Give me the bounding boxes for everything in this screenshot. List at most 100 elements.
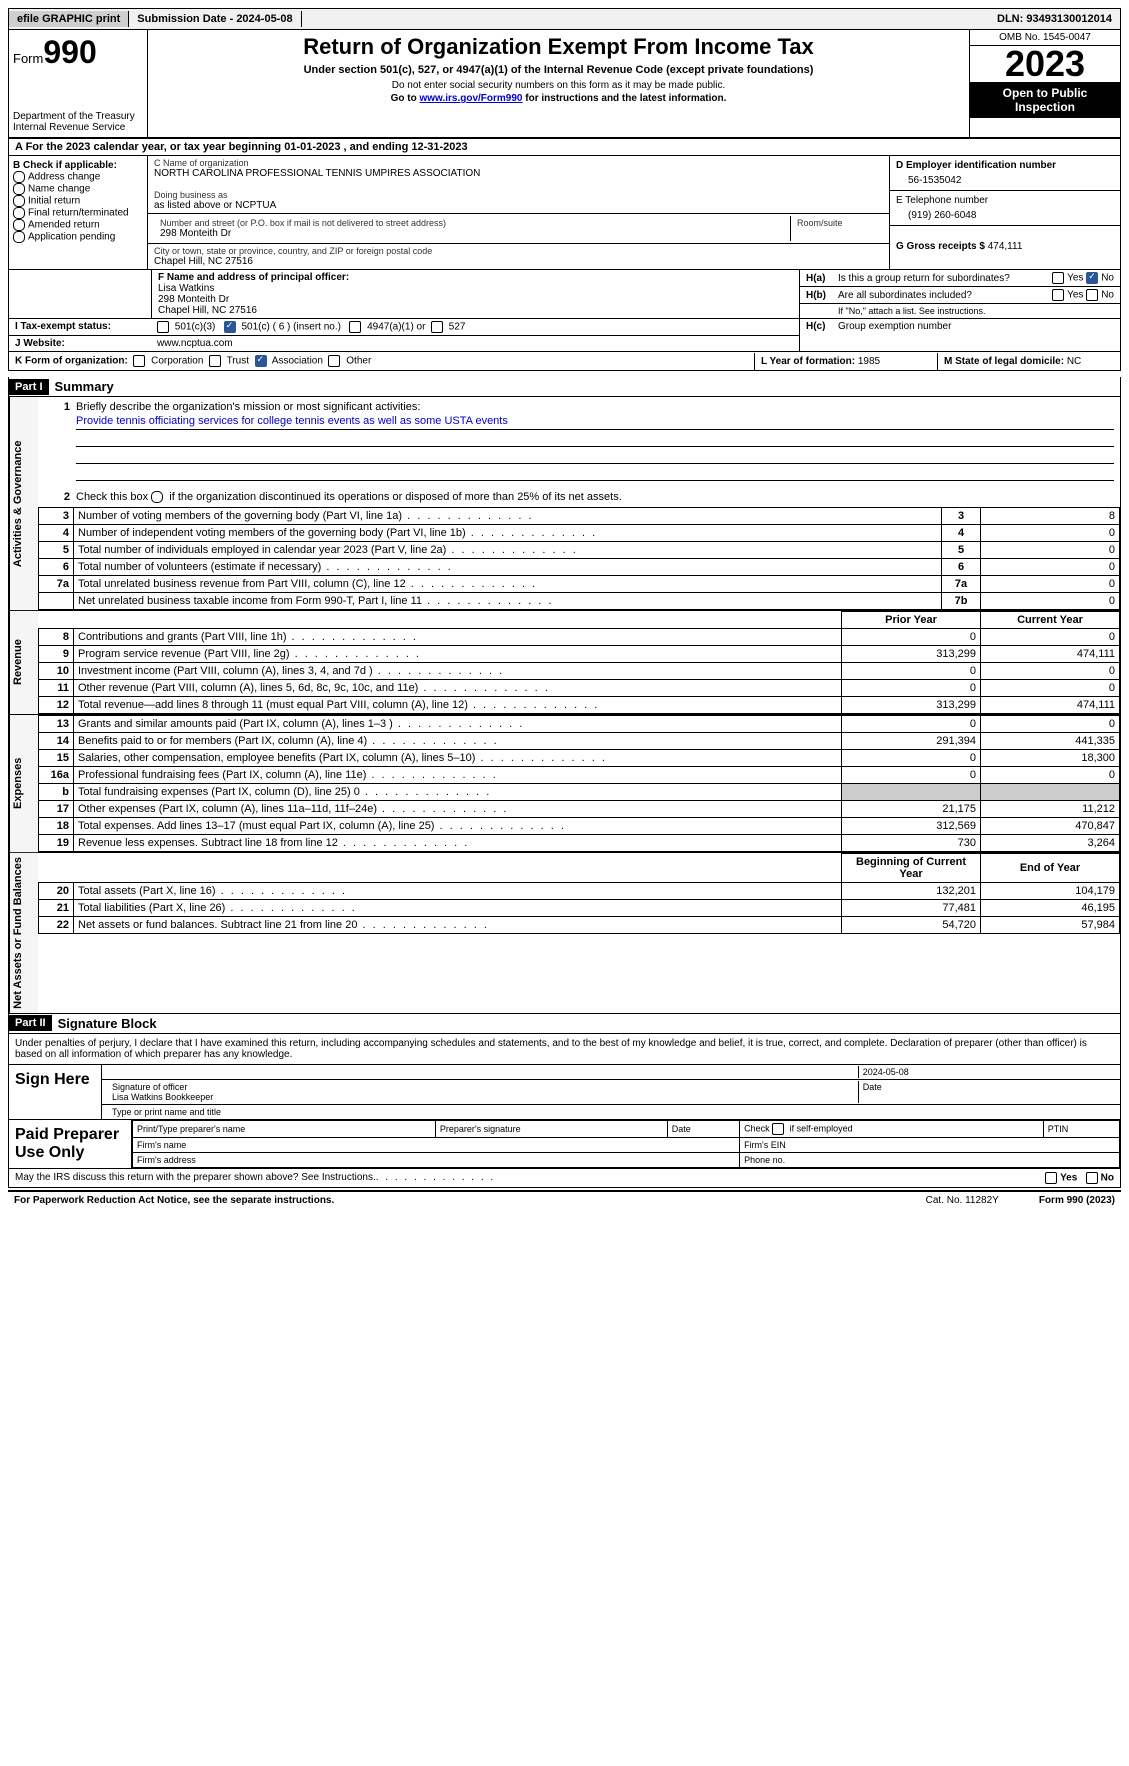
mission-line3 <box>76 449 1114 464</box>
table-head: Beginning of Current YearEnd of Year <box>39 854 1120 883</box>
dba: as listed above or NCPTUA <box>154 200 883 211</box>
type-name-lbl: Type or print name and title <box>108 1106 1114 1118</box>
prep-h4: Check if self-employed <box>740 1120 1044 1137</box>
form-header: Form990 Department of the Treasury Inter… <box>8 30 1121 139</box>
prep-h1: Print/Type preparer's name <box>133 1120 436 1137</box>
chk-discontinued[interactable] <box>151 491 163 503</box>
dept-treasury: Department of the Treasury Internal Reve… <box>13 111 143 133</box>
ein-label: D Employer identification number <box>896 160 1114 171</box>
ein: 56-1535042 <box>896 171 1114 186</box>
part2-title: Signature Block <box>52 1014 163 1033</box>
side-netassets: Net Assets or Fund Balances <box>9 853 38 1013</box>
table-row: 3Number of voting members of the governi… <box>39 508 1120 525</box>
chk-name-change[interactable]: Name change <box>13 183 143 195</box>
table-row: 16aProfessional fundraising fees (Part I… <box>39 767 1120 784</box>
chk-hb-yes[interactable] <box>1052 289 1064 301</box>
table-row: 17Other expenses (Part IX, column (A), l… <box>39 801 1120 818</box>
chk-trust[interactable] <box>209 355 221 367</box>
form-num: 990 <box>43 34 96 70</box>
mission-line4 <box>76 466 1114 481</box>
table-row: 15Salaries, other compensation, employee… <box>39 750 1120 767</box>
form-subtitle: Under section 501(c), 527, or 4947(a)(1)… <box>156 64 961 76</box>
revenue-table: Prior YearCurrent Year8Contributions and… <box>38 611 1120 714</box>
firm-addr-lbl: Firm's address <box>133 1152 740 1167</box>
sig-officer-lbl: Signature of officer <box>112 1082 187 1092</box>
prep-h3: Date <box>667 1120 739 1137</box>
l-val: 1985 <box>858 356 880 367</box>
dln: DLN: 93493130012014 <box>989 11 1120 27</box>
dots <box>376 1172 495 1183</box>
m-label: M State of legal domicile: <box>944 356 1067 367</box>
table-head: Prior YearCurrent Year <box>39 612 1120 629</box>
chk-other[interactable] <box>328 355 340 367</box>
tax-year: 2023 <box>970 46 1120 82</box>
hb-note: If "No," attach a list. See instructions… <box>838 306 1114 316</box>
chk-527[interactable] <box>431 321 443 333</box>
chk-discuss-yes[interactable] <box>1045 1172 1057 1184</box>
chk-association[interactable] <box>255 355 267 367</box>
table-row: 14Benefits paid to or for members (Part … <box>39 733 1120 750</box>
table-row: 13Grants and similar amounts paid (Part … <box>39 716 1120 733</box>
form-label: Form <box>13 51 43 66</box>
expenses-table: 13Grants and similar amounts paid (Part … <box>38 715 1120 852</box>
line2-text: Check this box if the organization disco… <box>70 491 1114 503</box>
mission-label: Briefly describe the organization's miss… <box>76 401 1114 413</box>
form-title: Return of Organization Exempt From Incom… <box>156 34 961 60</box>
chk-app-pending[interactable]: Application pending <box>13 231 143 243</box>
governance-section: Activities & Governance 1 Briefly descri… <box>8 397 1121 611</box>
sign-date: 2024-05-08 <box>859 1066 1114 1078</box>
phone-lbl: Phone no. <box>740 1152 1120 1167</box>
chk-501c[interactable] <box>224 321 236 333</box>
ssn-warning: Do not enter social security numbers on … <box>156 80 961 91</box>
discuss-text: May the IRS discuss this return with the… <box>15 1172 376 1183</box>
table-row: 10Investment income (Part VIII, column (… <box>39 663 1120 680</box>
chk-self-employed[interactable] <box>772 1123 784 1135</box>
goto-pre: Go to <box>391 93 420 104</box>
col-b-head: B Check if applicable: <box>13 160 143 171</box>
chk-ha-yes[interactable] <box>1052 272 1064 284</box>
sign-here-label: Sign Here <box>9 1065 102 1119</box>
chk-corporation[interactable] <box>133 355 145 367</box>
col-b-checkboxes: B Check if applicable: Address change Na… <box>9 156 148 269</box>
governance-table: 3Number of voting members of the governi… <box>38 507 1120 610</box>
submission-date: Submission Date - 2024-05-08 <box>129 11 301 27</box>
table-row: 21Total liabilities (Part X, line 26)77,… <box>39 900 1120 917</box>
identity-grid: B Check if applicable: Address change Na… <box>8 156 1121 270</box>
table-row: 20Total assets (Part X, line 16)132,2011… <box>39 883 1120 900</box>
tel-label: E Telephone number <box>896 195 1114 206</box>
m-val: NC <box>1067 356 1081 367</box>
irs-link[interactable]: www.irs.gov/Form990 <box>419 93 522 104</box>
chk-final-return[interactable]: Final return/terminated <box>13 207 143 219</box>
website: www.ncptua.com <box>151 336 799 351</box>
preparer-table: Print/Type preparer's name Preparer's si… <box>132 1120 1120 1168</box>
chk-4947[interactable] <box>349 321 361 333</box>
side-governance: Activities & Governance <box>9 397 38 610</box>
line2-num: 2 <box>44 491 70 503</box>
revenue-section: Revenue Prior YearCurrent Year8Contribut… <box>8 611 1121 715</box>
chk-discuss-no[interactable] <box>1086 1172 1098 1184</box>
chk-address-change[interactable]: Address change <box>13 171 143 183</box>
officer-name: Lisa Watkins <box>158 283 793 294</box>
table-row: 11Other revenue (Part VIII, column (A), … <box>39 680 1120 697</box>
room-label: Room/suite <box>797 218 877 228</box>
part1-header: Part I Summary <box>8 377 1121 397</box>
chk-initial-return[interactable]: Initial return <box>13 195 143 207</box>
chk-501c3[interactable] <box>157 321 169 333</box>
chk-ha-no[interactable] <box>1086 272 1098 284</box>
table-row: 7aTotal unrelated business revenue from … <box>39 576 1120 593</box>
l-label: L Year of formation: <box>761 356 858 367</box>
efile-print-button[interactable]: efile GRAPHIC print <box>9 11 129 27</box>
part2-header: Part II Signature Block <box>8 1014 1121 1034</box>
city: Chapel Hill, NC 27516 <box>154 256 883 267</box>
table-row: bTotal fundraising expenses (Part IX, co… <box>39 784 1120 801</box>
table-row: 12Total revenue—add lines 8 through 11 (… <box>39 697 1120 714</box>
part1-title: Summary <box>49 377 120 396</box>
chk-amended-return[interactable]: Amended return <box>13 219 143 231</box>
table-row: 18Total expenses. Add lines 13–17 (must … <box>39 818 1120 835</box>
pra-notice: For Paperwork Reduction Act Notice, see … <box>14 1195 334 1206</box>
side-revenue: Revenue <box>9 611 38 714</box>
discuss-row: May the IRS discuss this return with the… <box>8 1169 1121 1188</box>
firm-name-lbl: Firm's name <box>133 1137 740 1152</box>
line1-num: 1 <box>44 401 70 483</box>
chk-hb-no[interactable] <box>1086 289 1098 301</box>
